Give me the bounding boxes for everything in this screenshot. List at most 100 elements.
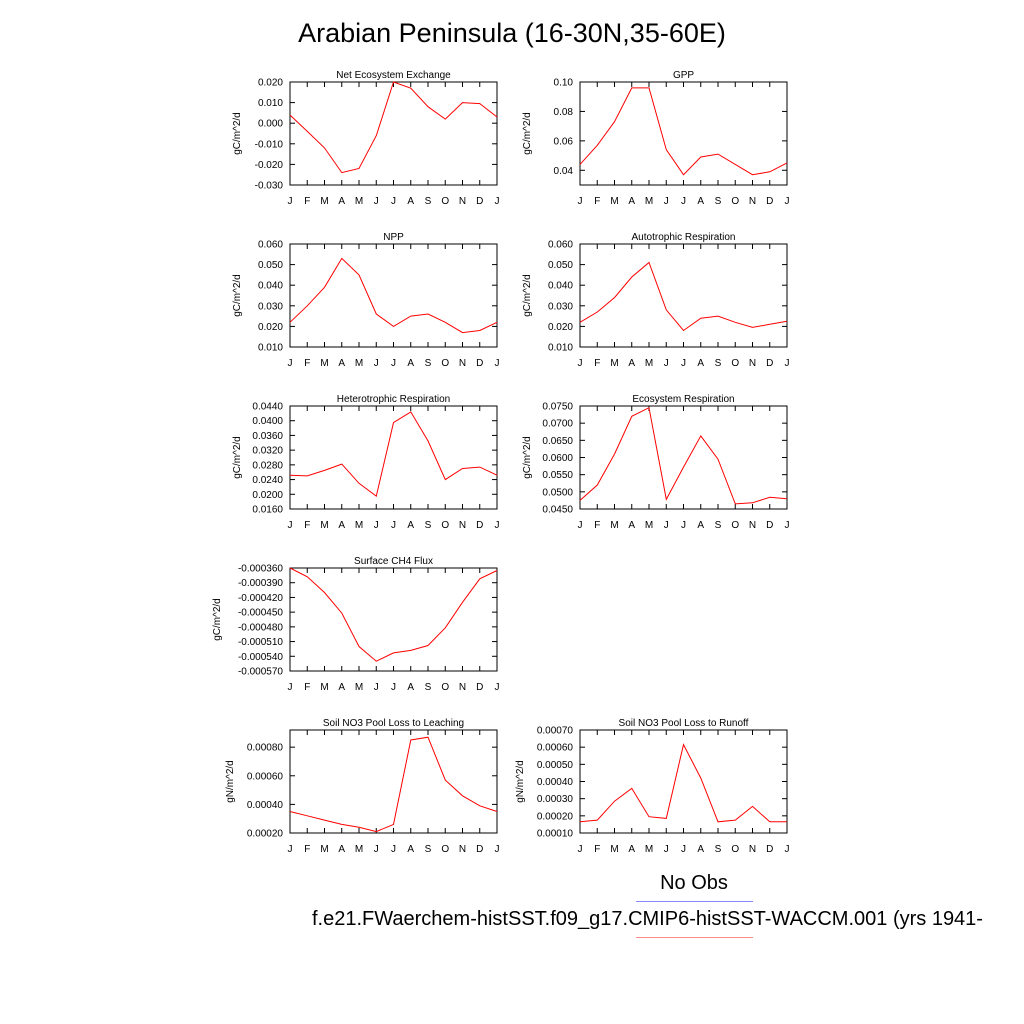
x-tick-label: F [304,844,310,855]
x-tick-label: S [425,682,432,693]
x-tick-label: F [304,358,310,369]
x-tick-label: J [578,196,583,207]
y-tick-label: -0.000420 [238,593,283,604]
x-tick-label: D [766,520,773,531]
x-tick-label: S [425,520,432,531]
x-tick-label: J [391,844,396,855]
y-tick-label: 0.0240 [252,475,283,486]
y-tick-label: 0.0160 [252,505,283,516]
x-tick-label: J [391,358,396,369]
plot-frame [579,81,788,186]
series-line [579,406,788,505]
y-tick-label: -0.000480 [238,622,283,633]
x-tick-label: J [391,520,396,531]
x-tick-label: M [645,358,653,369]
x-tick-label: F [594,358,600,369]
x-tick-label: S [715,196,722,207]
panel-title: GPP [673,70,694,81]
x-tick-label: D [476,682,483,693]
x-tick-label: A [407,682,414,693]
x-tick-label: D [476,196,483,207]
x-tick-label: D [766,358,773,369]
x-tick-label: O [731,844,739,855]
x-tick-label: M [355,844,363,855]
x-tick-label: F [594,196,600,207]
x-tick-label: A [628,520,635,531]
legend-label: No Obs [660,872,728,894]
x-tick-label: F [304,196,310,207]
case-caption: f.e21.FWaerchem-histSST.f09_g17.CMIP6-hi… [312,908,983,930]
x-tick-label: J [681,358,686,369]
y-tick-label: 0.0600 [542,453,573,464]
y-tick-label: 0.04 [554,166,574,177]
y-tick-label: 0.060 [258,240,283,251]
y-tick-label: 0.030 [548,301,573,312]
series-line [579,261,788,332]
x-tick-label: M [645,520,653,531]
y-tick-label: 0.00030 [537,794,574,805]
panel-title: Ecosystem Respiration [632,394,734,405]
x-tick-label: O [731,520,739,531]
x-tick-label: J [391,196,396,207]
y-tick-label: -0.000570 [238,667,283,678]
x-tick-label: M [355,358,363,369]
x-tick-label: J [495,844,500,855]
y-tick-label: -0.000450 [238,608,283,619]
y-tick-label: 0.040 [258,281,283,292]
panel-title: NPP [383,232,404,243]
x-tick-label: J [578,358,583,369]
y-tick-label: 0.06 [554,136,574,147]
panel-7: Soil NO3 Pool Loss to Leaching gN/m^2/d 0.… [225,718,500,855]
x-tick-label: D [476,358,483,369]
y-tick-label: 0.00040 [537,777,574,788]
x-tick-label: F [304,520,310,531]
x-tick-label: M [645,196,653,207]
x-tick-label: N [749,358,756,369]
x-tick-label: M [320,358,328,369]
y-tick-label: 0.050 [548,260,573,271]
x-tick-label: J [391,682,396,693]
y-tick-label: 0.00010 [537,829,574,840]
x-tick-label: J [664,196,669,207]
series-line [289,736,498,833]
y-axis-label: gC/m^2/d [522,274,533,317]
y-tick-label: 0.020 [548,322,573,333]
x-tick-label: M [355,682,363,693]
y-tick-label: 0.00060 [247,771,284,782]
plot-frame [289,81,498,186]
x-tick-label: S [425,196,432,207]
y-axis-label: gN/m^2/d [225,760,236,803]
x-tick-label: J [681,196,686,207]
x-tick-label: J [288,358,293,369]
y-tick-label: 0.010 [548,343,573,354]
x-tick-label: J [288,844,293,855]
x-tick-label: M [355,520,363,531]
x-tick-label: O [441,196,449,207]
x-tick-label: J [578,520,583,531]
y-tick-label: 0.10 [554,78,574,89]
y-tick-label: 0.08 [554,107,574,118]
y-tick-label: 0.00020 [247,829,284,840]
x-tick-label: A [338,358,345,369]
y-tick-label: 0.030 [258,301,283,312]
y-tick-label: 0.0360 [252,431,283,442]
y-tick-label: 0.00060 [537,743,574,754]
x-tick-label: S [425,844,432,855]
y-tick-label: 0.0750 [542,402,573,413]
y-tick-label: 0.00080 [247,743,284,754]
x-tick-label: S [715,358,722,369]
panel-5: Ecosystem Respiration gC/m^2/d 0.0450 0.050… [522,394,790,531]
plot-frame [289,729,498,834]
x-tick-label: J [785,844,790,855]
plot-frame [579,243,788,348]
y-tick-label: -0.000510 [238,637,283,648]
x-tick-label: M [610,844,618,855]
panel-title: Net Ecosystem Exchange [336,70,451,81]
y-tick-label: 0.020 [258,78,283,89]
y-tick-label: -0.020 [255,160,284,171]
x-tick-label: A [338,196,345,207]
y-axis-label: gC/m^2/d [522,112,533,155]
series-line [289,81,498,174]
x-tick-label: J [785,358,790,369]
